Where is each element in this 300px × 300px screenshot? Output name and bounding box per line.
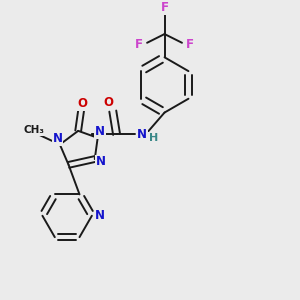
Text: N: N xyxy=(52,132,63,145)
Text: N: N xyxy=(95,125,105,138)
Text: CH₃: CH₃ xyxy=(23,125,44,135)
Text: H: H xyxy=(149,133,158,143)
Text: N: N xyxy=(95,209,105,222)
Text: O: O xyxy=(78,97,88,110)
Text: N: N xyxy=(96,155,106,169)
Text: F: F xyxy=(135,38,143,51)
Text: F: F xyxy=(186,38,194,51)
Text: N: N xyxy=(137,128,147,141)
Text: F: F xyxy=(160,2,169,14)
Text: O: O xyxy=(103,97,113,110)
